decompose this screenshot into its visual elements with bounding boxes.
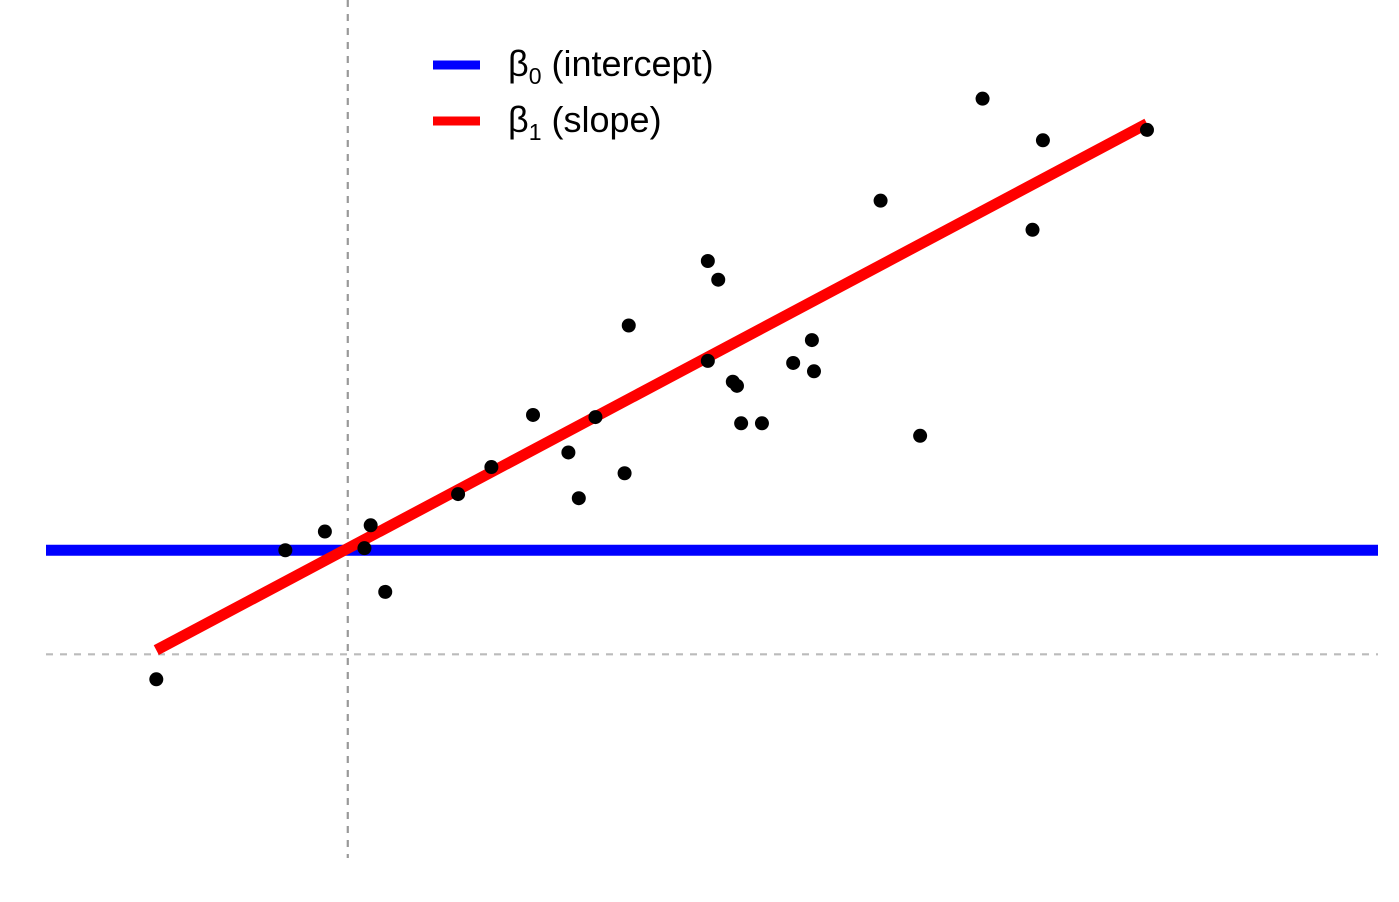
reference-lines	[46, 0, 1378, 858]
data-point	[700, 253, 715, 268]
data-points	[149, 91, 1154, 687]
data-point	[804, 333, 819, 348]
data-point	[484, 460, 499, 475]
data-point	[711, 272, 726, 287]
data-point	[357, 541, 372, 556]
data-point	[571, 491, 586, 506]
data-point	[621, 318, 636, 333]
data-point	[1025, 222, 1040, 237]
data-point	[1139, 122, 1154, 137]
data-point	[786, 355, 801, 370]
data-point	[149, 672, 164, 687]
data-point	[806, 364, 821, 379]
data-point	[617, 466, 632, 481]
data-point	[317, 524, 332, 539]
data-point	[278, 543, 293, 558]
legend-label-intercept: β0 (intercept)	[508, 43, 714, 89]
legend-label-slope: β1 (slope)	[508, 99, 662, 145]
data-point	[873, 193, 888, 208]
data-point	[588, 410, 603, 425]
data-point	[734, 416, 749, 431]
legend: β0 (intercept) β1 (slope)	[433, 43, 714, 145]
data-point	[700, 353, 715, 368]
series-lines	[46, 118, 1378, 655]
data-point	[451, 487, 466, 502]
data-point	[1035, 133, 1050, 148]
data-point	[729, 378, 744, 393]
data-point	[378, 584, 393, 599]
data-point	[754, 416, 769, 431]
data-point	[913, 428, 928, 443]
data-point	[975, 91, 990, 106]
slope-line	[153, 118, 1150, 655]
data-point	[526, 407, 541, 422]
data-point	[561, 445, 576, 460]
data-point	[363, 518, 378, 533]
